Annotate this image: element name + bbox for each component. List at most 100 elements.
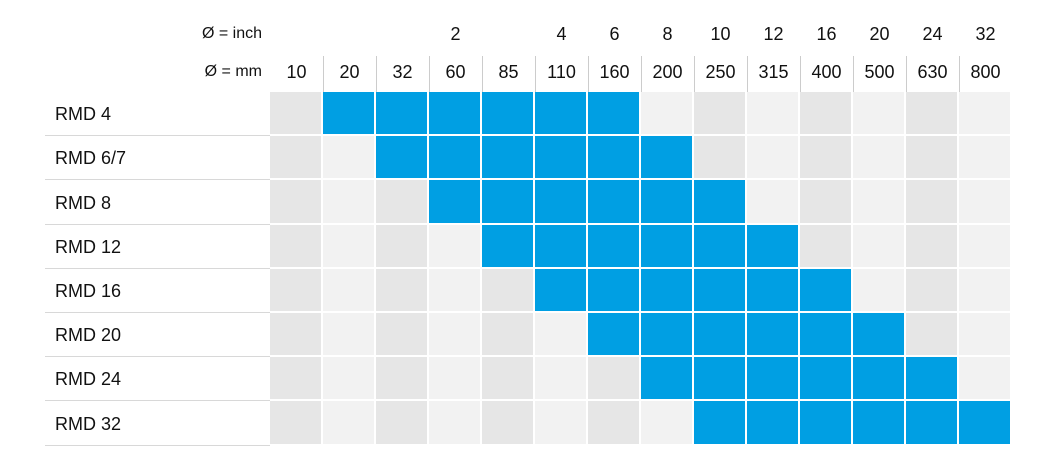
cell [376, 268, 427, 311]
cell [429, 268, 480, 311]
cell [535, 401, 586, 444]
row-label: RMD 16 [55, 280, 122, 301]
row-label: RMD 8 [55, 192, 112, 213]
row-divider [45, 356, 270, 358]
cell [694, 401, 745, 444]
cell [959, 92, 1010, 135]
row-label: RMD 32 [55, 413, 122, 434]
cell [694, 224, 745, 267]
header-divider [906, 56, 907, 92]
cell [588, 268, 639, 311]
inch-header: 2 [450, 24, 461, 44]
mm-header: 315 [758, 62, 789, 82]
cell [694, 313, 745, 356]
cell [270, 180, 321, 223]
row-label: RMD 4 [55, 104, 112, 125]
cell [535, 180, 586, 223]
cell [270, 136, 321, 179]
cell [853, 180, 904, 223]
row-divider [45, 312, 270, 313]
cell [429, 224, 480, 267]
cell [641, 268, 692, 311]
header-divider [694, 56, 695, 92]
cell [376, 136, 427, 179]
cell [959, 136, 1010, 179]
cell [800, 136, 851, 179]
cell [641, 92, 692, 135]
cell [906, 136, 957, 179]
cell [535, 268, 586, 311]
cell [588, 313, 639, 356]
cell [535, 136, 586, 179]
cell [588, 180, 639, 223]
header-divider [959, 56, 960, 92]
row-label: RMD 24 [55, 369, 122, 390]
cell [588, 357, 639, 400]
cell [747, 136, 798, 179]
header-divider [482, 56, 483, 92]
mm-header: 10 [286, 62, 307, 82]
inch-header: 12 [763, 24, 784, 44]
cell [588, 401, 639, 444]
cell [588, 92, 639, 135]
inch-header: 10 [710, 24, 731, 44]
header-divider [535, 56, 536, 92]
cell [959, 268, 1010, 311]
cell [906, 224, 957, 267]
cell [641, 180, 692, 223]
inch-header-label: Ø = inch [201, 25, 262, 42]
cell [800, 92, 851, 135]
cell [270, 224, 321, 267]
cell [270, 401, 321, 444]
mm-header: 60 [445, 62, 466, 82]
cell [270, 313, 321, 356]
row-label: RMD 6/7 [55, 148, 127, 169]
cell [747, 224, 798, 267]
cell [694, 180, 745, 223]
cell [800, 401, 851, 444]
header-divider [376, 56, 377, 92]
cell [906, 180, 957, 223]
header-divider [800, 56, 801, 92]
inch-header: 8 [662, 24, 673, 44]
row-divider [45, 135, 270, 137]
cell [482, 268, 533, 311]
cell [482, 357, 533, 400]
cell [959, 224, 1010, 267]
row-divider [45, 267, 270, 269]
inch-header: 6 [609, 24, 620, 44]
cell [641, 313, 692, 356]
cell [747, 313, 798, 356]
cell [800, 268, 851, 311]
cell [270, 268, 321, 311]
cell [747, 401, 798, 444]
cell [376, 180, 427, 223]
mm-header: 200 [652, 62, 683, 82]
inch-header: 20 [869, 24, 890, 44]
header-divider [323, 56, 324, 92]
cell [270, 92, 321, 135]
cell [535, 92, 586, 135]
cell [694, 92, 745, 135]
mm-header: 160 [599, 62, 630, 82]
cell [323, 136, 374, 179]
inch-header: 4 [556, 24, 567, 44]
cell [323, 401, 374, 444]
cell [323, 313, 374, 356]
cell [641, 401, 692, 444]
cell [429, 92, 480, 135]
cell [429, 136, 480, 179]
row-divider [45, 223, 270, 225]
cell [376, 92, 427, 135]
cell [429, 357, 480, 400]
cell [641, 136, 692, 179]
mm-header: 500 [864, 62, 895, 82]
header-divider [853, 56, 854, 92]
cell [747, 268, 798, 311]
cell [482, 92, 533, 135]
cell [747, 180, 798, 223]
cell [694, 357, 745, 400]
row-divider [45, 444, 270, 446]
cell [800, 357, 851, 400]
cell [906, 268, 957, 311]
